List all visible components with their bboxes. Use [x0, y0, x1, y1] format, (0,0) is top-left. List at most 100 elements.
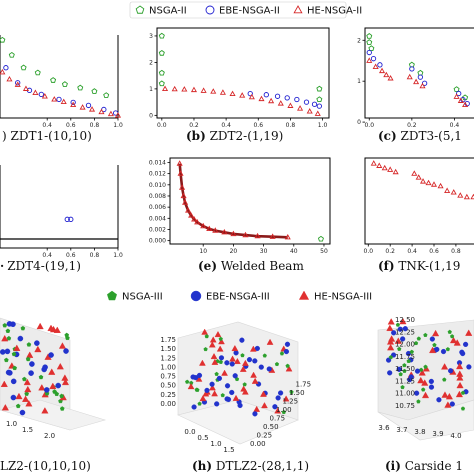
tick-dtlz2a-x-3: 2.0: [44, 432, 55, 440]
legend-marker-ebe-nsga-ii: [205, 5, 215, 15]
tick-welded-x-2: 30: [260, 248, 268, 255]
marks-carside-point-72: [414, 368, 421, 374]
marks-dtlz2b-point-48: [239, 365, 247, 372]
tick-zdt2-y-1: 1: [149, 86, 153, 93]
marks-dtlz2b-point-88: [204, 387, 210, 394]
panel-zdt1: 0.4 0.6 0.8 1.0: [0, 35, 123, 129]
zdt1-he-nsga-ii-point-8: [70, 101, 77, 108]
caption-welded-text: Welded Beam: [217, 259, 304, 273]
zdt3-ebe-nsga-ii-point-4: [417, 74, 424, 80]
tick-carside-z-3: 11.50: [395, 365, 415, 373]
marks-dtlz2b-point-57: [231, 344, 239, 352]
zdt3-he-nsga-ii-point-0: [366, 57, 373, 63]
marks-dtlz2a-point-8: [28, 370, 34, 376]
marks-carside-point-77: [402, 326, 408, 332]
tick-carside-z-4: 11.75: [395, 353, 415, 361]
marks-dtlz2b-point-87: [237, 402, 243, 409]
marks-dtlz2b-point-44: [266, 338, 274, 345]
tick-dtlz2b-z-3: 0.75: [160, 373, 176, 381]
marks-dtlz2b-point-18: [240, 353, 245, 358]
marks-dtlz2b-point-68: [224, 396, 230, 402]
welded-he-nsga-ii-point-14: [242, 231, 249, 238]
marks-dtlz2a-point-68: [20, 325, 26, 331]
marks-dtlz2a-point-34: [34, 345, 42, 353]
tnk-he-nsga-ii-point-8: [425, 179, 432, 186]
legend-marker-he-nsga-ii: [293, 5, 303, 14]
marks-dtlz2b-point-43: [283, 348, 290, 355]
marks-dtlz2b-point-47: [216, 375, 222, 381]
marks-dtlz2b-point-46: [241, 359, 249, 366]
marks-dtlz2b-point-15: [277, 390, 284, 396]
marks-dtlz2a-point-48: [10, 394, 17, 401]
marks-carside-point-60: [460, 390, 466, 395]
tick-welded-y-1: 0.002: [149, 226, 166, 233]
marks-dtlz2a-point-50: [54, 391, 60, 396]
marks-carside-point-5: [416, 399, 421, 404]
marks-dtlz2a-point-10: [53, 326, 61, 333]
marks-dtlz2a-point-19: [56, 362, 64, 370]
welded-he-nsga-ii-point-15: [254, 232, 261, 239]
panel-zdt2: 0.0 0.2 0.4 0.6 0.8 1.0 0 1 2 3: [149, 27, 330, 129]
marks-carside-point-35: [421, 387, 426, 392]
caption-zdt3-text: ZDT3-(5,1: [397, 129, 462, 143]
marks-carside-point-22: [445, 392, 453, 400]
marks-carside-point-55: [402, 363, 407, 368]
tnk-he-nsga-ii-point-10: [437, 182, 444, 189]
legend-label-ebe-nsga-iii: EBE-NSGA-III: [206, 292, 270, 303]
zdt1-he-nsga-ii-point-12: [107, 110, 114, 117]
marks-dtlz2b-point-22: [191, 404, 197, 410]
marks-dtlz2b-point-83: [284, 341, 291, 347]
tick-zdt1-x-3: 1.0: [113, 122, 123, 129]
marks-dtlz2b-point-80: [203, 347, 208, 352]
zdt2-ebe-nsga-ii-point-3: [284, 95, 290, 101]
zdt3-he-nsga-ii-point-9: [457, 97, 464, 103]
tick-zdt2-y-2: 2: [149, 59, 153, 66]
zdt3-nsga-ii-point-1: [366, 39, 373, 45]
welded-he-nsga-ii-point-4: [182, 199, 189, 205]
marks-carside-point-70: [447, 329, 452, 334]
tick-dtlz2b-y-0: 0.00: [250, 440, 266, 448]
caption-zdt4: · ZDT4-(19,1): [0, 259, 81, 273]
marks-dtlz2a-point-67: [61, 378, 70, 386]
marks-dtlz2b-point-73: [249, 345, 257, 352]
zdt3-ebe-nsga-ii-point-0: [366, 49, 372, 56]
tick-zdt1-x-2: 0.8: [90, 122, 100, 129]
tnk-he-nsga-ii-point-9: [430, 181, 438, 187]
tick-dtlz2b-x-2: 1.0: [210, 440, 221, 448]
marks-carside-point-69: [398, 372, 403, 377]
tick-dtlz2b-x-1: 0.5: [197, 434, 208, 442]
tick-welded-y-5: 0.010: [149, 182, 166, 189]
legend-top: NSGA-II EBE-NSGA-II HE-NSGA-II: [129, 1, 362, 19]
marks-carside-point-56: [432, 329, 440, 337]
marks-dtlz2b-point-25: [218, 338, 225, 345]
tick-dtlz2a-x-2: 1.5: [22, 426, 33, 434]
marks-dtlz2a-point-65: [15, 403, 21, 409]
marks-carside-point-78: [421, 391, 430, 399]
marks-carside-point-59: [416, 336, 421, 341]
marks-dtlz2a-point-36: [2, 322, 8, 328]
marks-dtlz2a-point-13: [24, 391, 29, 396]
marks-dtlz2a-point-39: [64, 332, 70, 338]
marks-carside-point-17: [453, 339, 461, 346]
caption-zdt3: (c) ZDT3-(5,1: [378, 129, 462, 143]
tick-welded-x-1: 20: [230, 248, 238, 255]
marks-dtlz2a-point-11: [25, 400, 33, 407]
marks-carside-point-11: [397, 326, 403, 332]
marks-dtlz2a-point-47: [23, 378, 31, 386]
marks-carside-point-9: [440, 348, 447, 355]
zdt1-he-nsga-ii-point-3: [22, 85, 30, 91]
zdt2-nsga-ii-point-0: [158, 32, 165, 39]
tnk-he-nsga-ii-point-1: [376, 162, 383, 168]
marks-dtlz2b-point-76: [214, 401, 220, 407]
tick-carside-z-6: 12.25: [395, 328, 415, 336]
tnk-he-nsga-ii-point-3: [387, 166, 394, 172]
zdt1-he-nsga-ii-point-9: [79, 104, 86, 110]
marks-dtlz2a-point-62: [59, 393, 64, 399]
zdt3-nsga-ii-point-0: [366, 33, 373, 39]
zdt1-nsga-ii-point-0: [0, 36, 6, 43]
marks-carside-point-19: [463, 341, 469, 347]
tick-dtlz2b-y-7: 1.75: [296, 381, 312, 389]
tick-zdt2-x-1: 0.2: [189, 122, 199, 129]
marks-dtlz2a-point-14: [38, 384, 46, 391]
